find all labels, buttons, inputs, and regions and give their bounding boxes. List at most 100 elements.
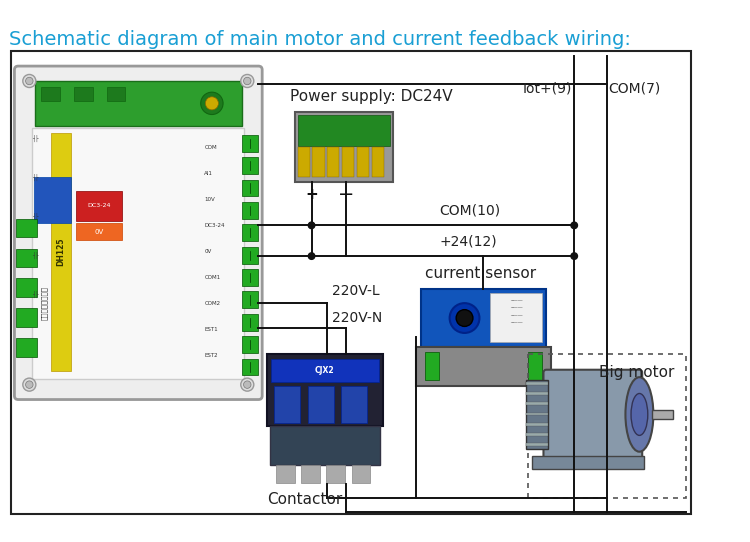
Bar (276, 464, 295, 483)
Text: ─────: ───── (510, 299, 522, 303)
Text: COM(7): COM(7) (609, 81, 661, 95)
Bar (526, 433, 548, 436)
Bar (270, 425, 380, 464)
Text: EST2: EST2 (205, 353, 218, 358)
Text: −: − (338, 185, 354, 204)
Text: ┤├: ┤├ (32, 174, 38, 181)
Text: COM(10): COM(10) (440, 204, 500, 218)
Circle shape (22, 378, 36, 391)
Text: AI1: AI1 (205, 171, 213, 176)
Circle shape (571, 222, 578, 229)
Bar (242, 202, 259, 219)
Bar (274, 386, 300, 423)
Text: 220V-N: 220V-N (332, 311, 382, 325)
Bar (295, 112, 392, 182)
Text: DC3-24: DC3-24 (205, 223, 225, 228)
Bar (421, 289, 546, 347)
Bar (51, 133, 71, 371)
Text: ┤├: ┤├ (32, 213, 38, 220)
Bar (526, 382, 548, 385)
Bar (352, 464, 370, 483)
Ellipse shape (626, 377, 653, 451)
Text: ─────: ───── (510, 321, 522, 325)
Bar (16, 249, 37, 267)
Text: ─────: ───── (510, 306, 522, 310)
Bar (298, 114, 390, 146)
Text: Big motor: Big motor (599, 365, 674, 380)
Text: ┤├: ┤├ (32, 134, 38, 141)
Circle shape (201, 92, 223, 114)
Circle shape (308, 253, 315, 260)
Text: ┤├: ┤├ (32, 291, 38, 298)
Text: 0V: 0V (94, 229, 104, 235)
Text: COM: COM (205, 145, 217, 150)
Bar (76, 223, 122, 240)
Bar (652, 410, 673, 419)
Circle shape (308, 222, 315, 229)
Bar (76, 191, 122, 221)
Bar (526, 443, 548, 446)
Text: EST1: EST1 (205, 327, 218, 332)
Circle shape (206, 97, 218, 110)
Bar (341, 386, 368, 423)
Circle shape (22, 74, 36, 87)
Bar (35, 81, 242, 126)
Bar (242, 336, 259, 353)
Circle shape (241, 74, 254, 87)
Bar (532, 456, 644, 469)
Bar (242, 269, 259, 286)
Bar (526, 402, 548, 405)
Ellipse shape (631, 393, 648, 435)
Text: current sensor: current sensor (425, 266, 536, 281)
Bar (34, 177, 71, 223)
Text: ─────: ───── (510, 314, 522, 318)
Bar (372, 147, 384, 177)
Bar (16, 219, 37, 237)
Bar (242, 292, 259, 308)
Bar (106, 87, 125, 101)
Bar (313, 147, 325, 177)
Bar (41, 87, 60, 101)
Circle shape (456, 309, 473, 326)
Text: 0V: 0V (205, 249, 212, 254)
Circle shape (450, 303, 479, 333)
Bar (16, 308, 37, 327)
Text: Schematic diagram of main motor and current feedback wiring:: Schematic diagram of main motor and curr… (9, 30, 631, 49)
Bar (302, 464, 320, 483)
Circle shape (26, 78, 33, 85)
Bar (16, 279, 37, 297)
Bar (326, 464, 345, 483)
Text: +24(12): +24(12) (440, 235, 497, 249)
Text: 220V-L: 220V-L (332, 284, 380, 298)
Bar (308, 386, 334, 423)
Text: COM2: COM2 (205, 301, 220, 306)
Text: +: + (305, 187, 318, 202)
Bar (242, 247, 259, 263)
Text: Iot+(9): Iot+(9) (523, 81, 572, 95)
Bar (74, 87, 93, 101)
Bar (32, 127, 245, 379)
Bar (528, 352, 542, 379)
Bar (242, 359, 259, 375)
Text: 工业遥控器接收器: 工业遥控器接收器 (41, 286, 47, 320)
Bar (357, 147, 369, 177)
Bar (490, 293, 542, 342)
Text: COM1: COM1 (205, 275, 220, 280)
Bar (342, 147, 355, 177)
Circle shape (26, 381, 33, 389)
Bar (425, 352, 439, 379)
Bar (272, 359, 379, 382)
Text: Power supply: DC24V: Power supply: DC24V (290, 89, 453, 104)
Bar (242, 180, 259, 197)
Bar (528, 354, 686, 498)
Bar (298, 147, 310, 177)
Text: DH125: DH125 (56, 237, 65, 266)
Bar (242, 314, 259, 331)
Bar (267, 354, 383, 425)
Text: Contactor: Contactor (267, 492, 342, 507)
Bar (526, 412, 548, 415)
Bar (416, 347, 551, 386)
Bar (242, 135, 259, 152)
Bar (526, 380, 548, 449)
Text: 10V: 10V (205, 197, 215, 202)
